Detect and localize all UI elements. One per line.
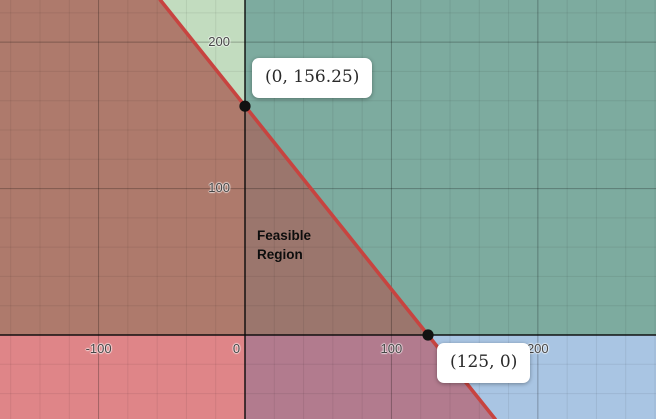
region-lower-left	[0, 335, 245, 419]
region-lower-middle	[245, 335, 496, 419]
region-left-above-axis	[0, 0, 245, 335]
intercept-point-1[interactable]	[422, 329, 434, 341]
intercept-point-0[interactable]	[239, 100, 251, 112]
